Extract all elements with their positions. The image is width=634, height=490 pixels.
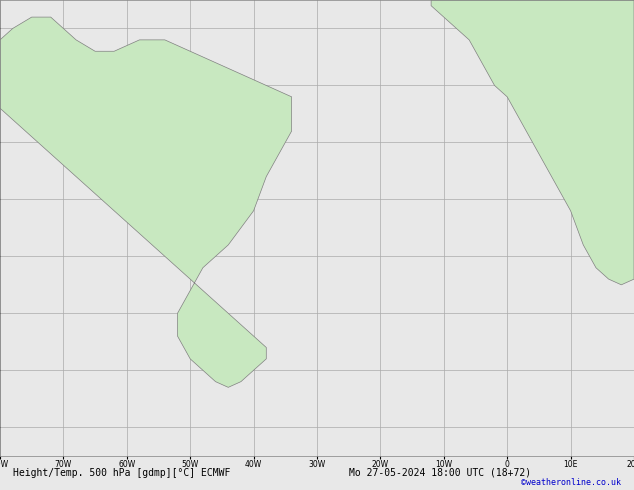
- Polygon shape: [0, 17, 292, 388]
- Text: ©weatheronline.co.uk: ©weatheronline.co.uk: [521, 478, 621, 487]
- Text: Mo 27-05-2024 18:00 UTC (18+72): Mo 27-05-2024 18:00 UTC (18+72): [349, 468, 531, 478]
- Text: Height/Temp. 500 hPa [gdmp][°C] ECMWF: Height/Temp. 500 hPa [gdmp][°C] ECMWF: [13, 468, 230, 478]
- Polygon shape: [431, 0, 634, 285]
